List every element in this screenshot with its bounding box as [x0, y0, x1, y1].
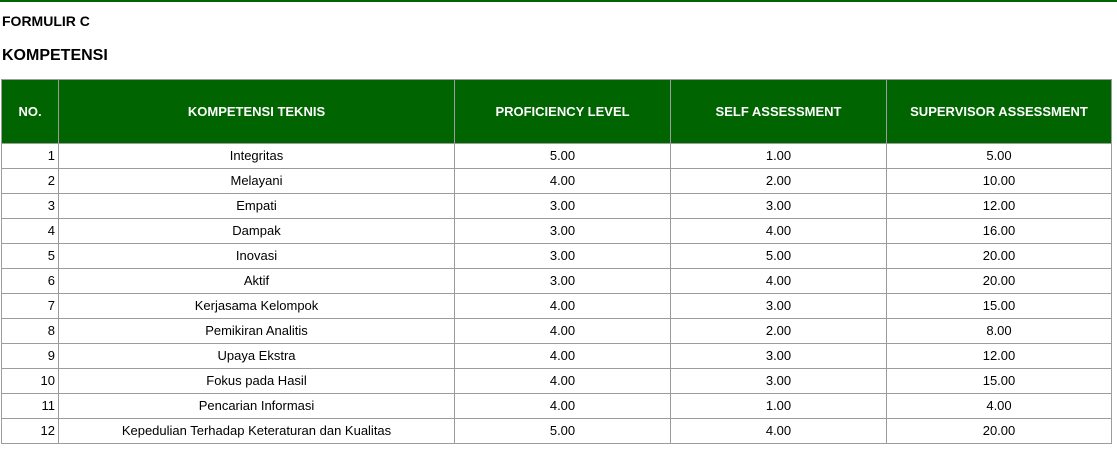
cell-competency: Pemikiran Analitis	[58, 318, 455, 344]
cell-no: 8	[1, 318, 59, 344]
cell-supervisor-assessment: 16.00	[886, 218, 1112, 244]
cell-no: 7	[1, 293, 59, 319]
cell-self-assessment: 4.00	[670, 268, 887, 294]
cell-supervisor-assessment: 15.00	[886, 293, 1112, 319]
cell-supervisor-assessment: 12.00	[886, 193, 1112, 219]
cell-proficiency-level: 4.00	[454, 368, 671, 394]
cell-self-assessment: 3.00	[670, 368, 887, 394]
cell-competency: Empati	[58, 193, 455, 219]
cell-supervisor-assessment: 5.00	[886, 143, 1112, 169]
cell-supervisor-assessment: 20.00	[886, 418, 1112, 444]
table-header-row: NO. KOMPETENSI TEKNIS PROFICIENCY LEVEL …	[1, 79, 1112, 144]
cell-competency: Kerjasama Kelompok	[58, 293, 455, 319]
table-row: 11 Pencarian Informasi 4.00 1.00 4.00	[1, 393, 1112, 419]
cell-proficiency-level: 5.00	[454, 418, 671, 444]
table-row: 7 Kerjasama Kelompok 4.00 3.00 15.00	[1, 293, 1112, 319]
cell-proficiency-level: 4.00	[454, 343, 671, 369]
table-row: 5 Inovasi 3.00 5.00 20.00	[1, 243, 1112, 269]
cell-proficiency-level: 3.00	[454, 243, 671, 269]
cell-supervisor-assessment: 15.00	[886, 368, 1112, 394]
section-title: KOMPETENSI	[2, 47, 108, 64]
column-header-self-assessment: SELF ASSESSMENT	[670, 79, 887, 144]
table-row: 3 Empati 3.00 3.00 12.00	[1, 193, 1112, 219]
cell-supervisor-assessment: 20.00	[886, 243, 1112, 269]
table-row: 10 Fokus pada Hasil 4.00 3.00 15.00	[1, 368, 1112, 394]
table-row: 6 Aktif 3.00 4.00 20.00	[1, 268, 1112, 294]
cell-proficiency-level: 5.00	[454, 143, 671, 169]
competency-table: NO. KOMPETENSI TEKNIS PROFICIENCY LEVEL …	[1, 79, 1112, 444]
column-header-proficiency: PROFICIENCY LEVEL	[454, 79, 671, 144]
cell-proficiency-level: 3.00	[454, 268, 671, 294]
cell-supervisor-assessment: 8.00	[886, 318, 1112, 344]
cell-competency: Inovasi	[58, 243, 455, 269]
cell-supervisor-assessment: 20.00	[886, 268, 1112, 294]
cell-no: 12	[1, 418, 59, 444]
cell-supervisor-assessment: 12.00	[886, 343, 1112, 369]
cell-self-assessment: 1.00	[670, 393, 887, 419]
cell-self-assessment: 3.00	[670, 293, 887, 319]
cell-self-assessment: 3.00	[670, 343, 887, 369]
table-row: 8 Pemikiran Analitis 4.00 2.00 8.00	[1, 318, 1112, 344]
cell-no: 2	[1, 168, 59, 194]
form-label: FORMULIR C	[2, 13, 90, 29]
cell-competency: Dampak	[58, 218, 455, 244]
cell-supervisor-assessment: 10.00	[886, 168, 1112, 194]
cell-no: 5	[1, 243, 59, 269]
cell-competency: Pencarian Informasi	[58, 393, 455, 419]
cell-self-assessment: 4.00	[670, 418, 887, 444]
cell-competency: Melayani	[58, 168, 455, 194]
table-body: 1 Integritas 5.00 1.00 5.00 2 Melayani 4.00 2.00…	[1, 143, 1112, 444]
cell-proficiency-level: 3.00	[454, 218, 671, 244]
cell-supervisor-assessment: 4.00	[886, 393, 1112, 419]
table-row: 1 Integritas 5.00 1.00 5.00	[1, 143, 1112, 169]
cell-no: 6	[1, 268, 59, 294]
column-header-no: NO.	[1, 79, 59, 144]
cell-no: 10	[1, 368, 59, 394]
cell-self-assessment: 4.00	[670, 218, 887, 244]
cell-self-assessment: 5.00	[670, 243, 887, 269]
cell-no: 3	[1, 193, 59, 219]
top-divider	[0, 0, 1117, 2]
cell-no: 1	[1, 143, 59, 169]
cell-competency: Integritas	[58, 143, 455, 169]
table-row: 9 Upaya Ekstra 4.00 3.00 12.00	[1, 343, 1112, 369]
table-row: 12 Kepedulian Terhadap Keteraturan dan Ku…	[1, 418, 1112, 444]
cell-self-assessment: 3.00	[670, 193, 887, 219]
cell-competency: Upaya Ekstra	[58, 343, 455, 369]
cell-proficiency-level: 4.00	[454, 293, 671, 319]
cell-competency: Aktif	[58, 268, 455, 294]
cell-proficiency-level: 4.00	[454, 318, 671, 344]
column-header-competency: KOMPETENSI TEKNIS	[58, 79, 455, 144]
cell-self-assessment: 2.00	[670, 168, 887, 194]
cell-self-assessment: 1.00	[670, 143, 887, 169]
table-row: 2 Melayani 4.00 2.00 10.00	[1, 168, 1112, 194]
cell-competency: Kepedulian Terhadap Keteraturan dan Kual…	[58, 418, 455, 444]
cell-no: 9	[1, 343, 59, 369]
cell-competency: Fokus pada Hasil	[58, 368, 455, 394]
table-row: 4 Dampak 3.00 4.00 16.00	[1, 218, 1112, 244]
table-header: NO. KOMPETENSI TEKNIS PROFICIENCY LEVEL …	[1, 79, 1112, 144]
column-header-supervisor-assessment: SUPERVISOR ASSESSMENT	[886, 79, 1112, 144]
cell-no: 4	[1, 218, 59, 244]
cell-no: 11	[1, 393, 59, 419]
cell-proficiency-level: 3.00	[454, 193, 671, 219]
cell-self-assessment: 2.00	[670, 318, 887, 344]
cell-proficiency-level: 4.00	[454, 168, 671, 194]
cell-proficiency-level: 4.00	[454, 393, 671, 419]
